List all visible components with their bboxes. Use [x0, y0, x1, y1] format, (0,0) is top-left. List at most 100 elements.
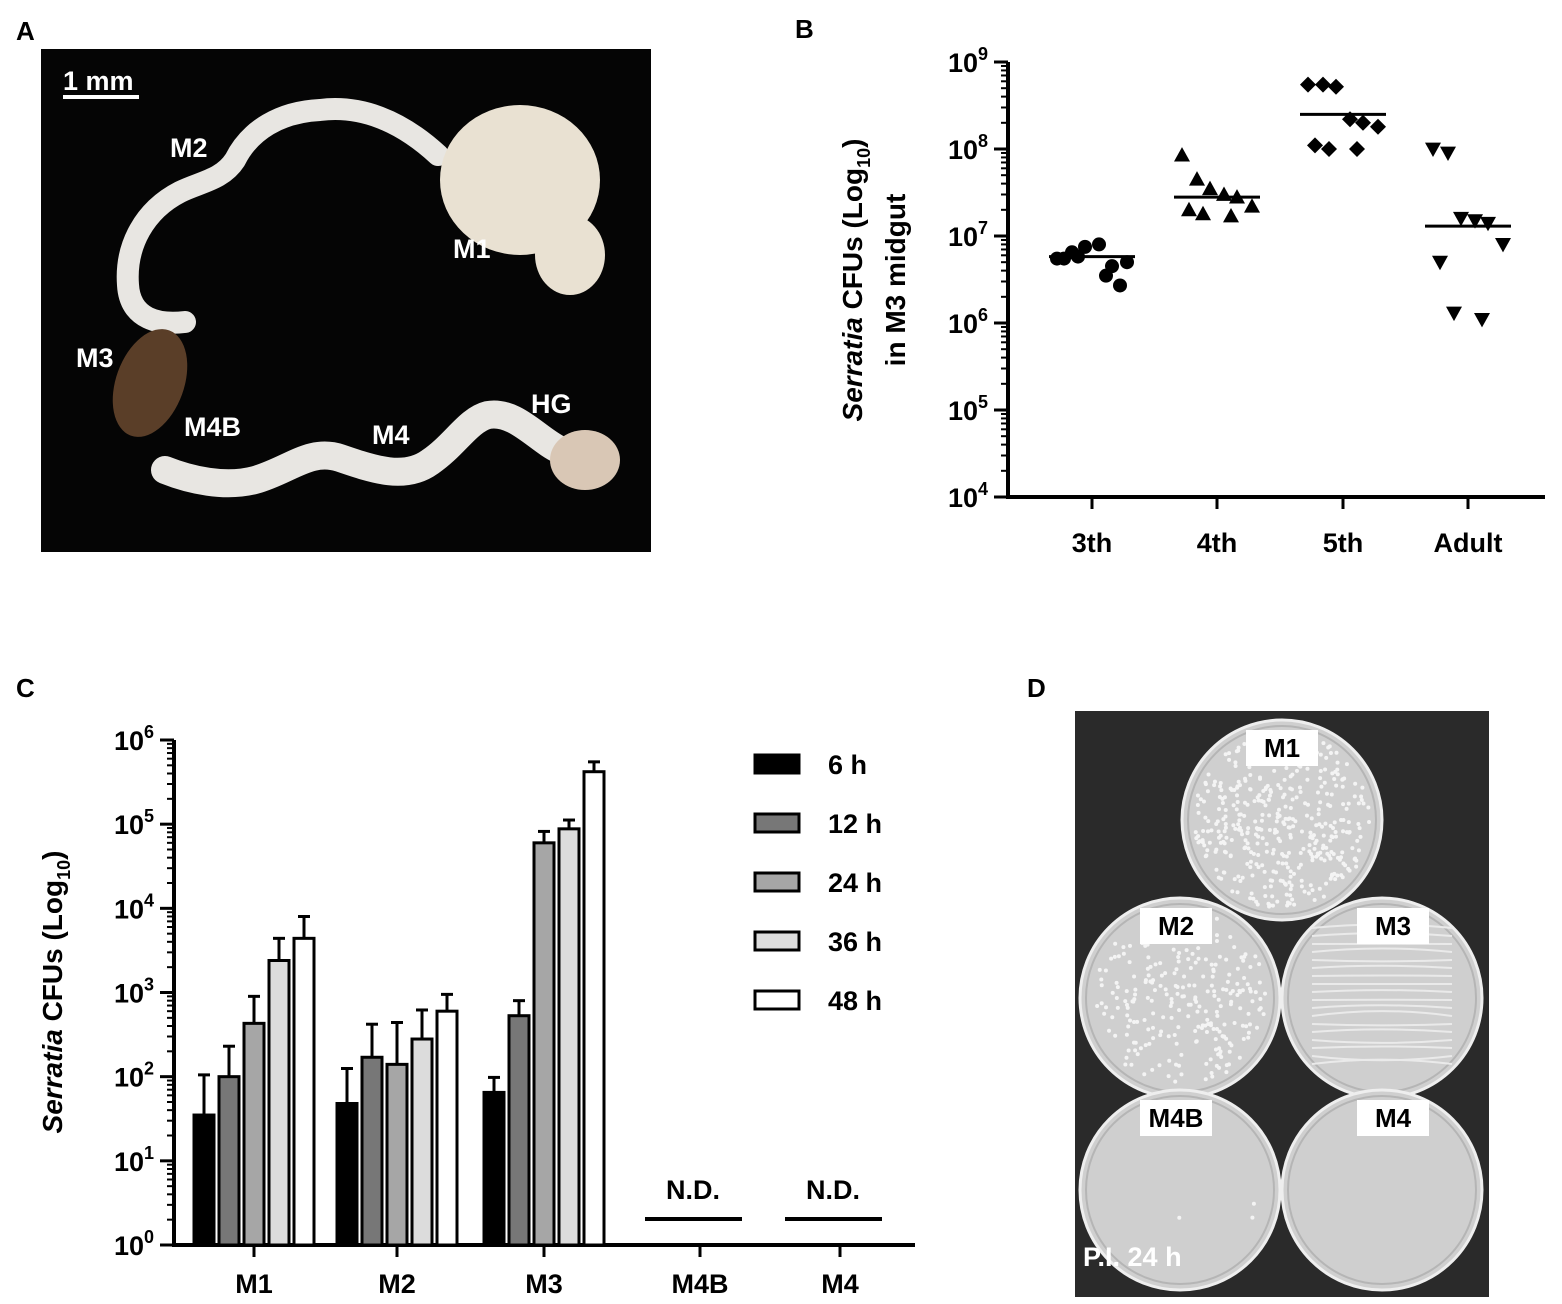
bacterial-colony	[1158, 983, 1163, 988]
hindgut	[550, 430, 620, 490]
plate-label-box	[1357, 1100, 1429, 1136]
bacterial-colony	[1221, 987, 1226, 992]
bacterial-colony	[1200, 1023, 1205, 1028]
bacterial-colony	[1248, 859, 1253, 864]
bacterial-colony	[1282, 792, 1287, 797]
bacterial-colony	[1131, 999, 1136, 1004]
bacterial-colony	[1242, 813, 1247, 818]
bacterial-colony	[1177, 1008, 1182, 1013]
bacterial-colony	[1215, 819, 1220, 824]
bacterial-colony	[1219, 788, 1224, 793]
bacterial-colony	[1318, 800, 1323, 805]
plate-label-box	[1140, 1100, 1212, 1136]
bacterial-colony	[1253, 990, 1258, 995]
bacterial-colony	[1267, 793, 1272, 798]
bacterial-colony	[1181, 994, 1186, 999]
bacterial-colony	[1190, 951, 1195, 956]
bacterial-colony	[1196, 956, 1201, 961]
c-y-tick-label: 105	[114, 806, 154, 840]
bacterial-colony	[1320, 824, 1325, 829]
c-legend-label: 48 h	[828, 986, 882, 1016]
bacterial-colony	[1205, 1017, 1210, 1022]
bacterial-colony	[1138, 1046, 1143, 1051]
b-data-point	[1120, 255, 1134, 270]
b-data-point	[1321, 141, 1337, 157]
bacterial-colony	[1177, 1215, 1182, 1220]
bacterial-colony	[1326, 745, 1331, 750]
bacterial-colony	[1329, 792, 1334, 797]
bacterial-streak	[1311, 974, 1453, 977]
bacterial-colony	[1344, 806, 1349, 811]
bacterial-colony	[1243, 838, 1248, 843]
bacterial-colony	[1209, 983, 1214, 988]
bacterial-colony	[1161, 1015, 1166, 1020]
c-y-tick-label: 103	[114, 975, 154, 1009]
bacterial-colony	[1248, 787, 1253, 792]
bacterial-colony	[1248, 965, 1253, 970]
bacterial-colony	[1206, 819, 1211, 824]
bacterial-colony	[1159, 973, 1164, 978]
bacterial-colony	[1294, 768, 1299, 773]
bacterial-colony	[1269, 790, 1274, 795]
plate-label: M4	[1375, 1103, 1412, 1133]
bacterial-colony	[1267, 904, 1272, 909]
b-data-point	[1425, 142, 1441, 157]
bacterial-colony	[1241, 1037, 1246, 1042]
bacterial-colony	[1196, 810, 1201, 815]
bacterial-colony	[1356, 822, 1361, 827]
bacterial-colony	[1366, 805, 1371, 810]
bacterial-colony	[1259, 818, 1264, 823]
b-x-tick-label: 5th	[1323, 528, 1364, 558]
bacterial-colony	[1288, 874, 1293, 879]
bacterial-colony	[1253, 832, 1258, 837]
bacterial-colony	[1298, 862, 1303, 867]
bacterial-colony	[1124, 1055, 1129, 1060]
bacterial-colony	[1260, 863, 1265, 868]
bacterial-colony	[1218, 833, 1223, 838]
bacterial-colony	[1142, 1072, 1147, 1077]
bacterial-colony	[1229, 838, 1234, 843]
m2-segment	[116, 98, 449, 334]
bacterial-colony	[1321, 894, 1326, 899]
bacterial-colony	[1205, 989, 1210, 994]
bacterial-colony	[1214, 916, 1219, 921]
bacterial-colony	[1246, 1011, 1251, 1016]
bacterial-colony	[1331, 852, 1336, 857]
bacterial-colony	[1208, 1057, 1213, 1062]
bacterial-colony	[1350, 846, 1355, 851]
bacterial-colony	[1247, 986, 1252, 991]
bacterial-colony	[1275, 899, 1280, 904]
m4-segment	[151, 400, 574, 498]
bacterial-colony	[1151, 1036, 1156, 1041]
bacterial-colony	[1288, 832, 1293, 837]
bacterial-colony	[1246, 826, 1251, 831]
bacterial-colony	[1198, 797, 1203, 802]
bacterial-colony	[1267, 828, 1272, 833]
bacterial-colony	[1297, 785, 1302, 790]
bacterial-colony	[1242, 976, 1247, 981]
c-y-tick-label: 104	[114, 890, 154, 924]
bacterial-colony	[1287, 825, 1292, 830]
bacterial-colony	[1317, 822, 1322, 827]
bacterial-colony	[1312, 897, 1317, 902]
bacterial-colony	[1218, 1004, 1223, 1009]
bacterial-colony	[1332, 777, 1337, 782]
b-data-point	[1467, 214, 1483, 229]
m3-section	[112, 329, 188, 437]
bacterial-colony	[1115, 985, 1120, 990]
bacterial-colony	[1255, 841, 1260, 846]
bacterial-colony	[1257, 1007, 1262, 1012]
bacterial-colony	[1123, 1062, 1128, 1067]
bacterial-colony	[1228, 786, 1233, 791]
bacterial-colony	[1203, 1009, 1208, 1014]
bacterial-colony	[1218, 781, 1223, 786]
bacterial-colony	[1173, 1079, 1178, 1084]
c-legend-swatch	[753, 753, 801, 775]
bacterial-colony	[1321, 741, 1326, 746]
bacterial-colony	[1356, 848, 1361, 853]
bacterial-colony	[1114, 980, 1119, 985]
bacterial-colony	[1113, 941, 1118, 946]
bacterial-colony	[1164, 992, 1169, 997]
bacterial-colony	[1238, 783, 1243, 788]
bacterial-colony	[1177, 1063, 1182, 1068]
